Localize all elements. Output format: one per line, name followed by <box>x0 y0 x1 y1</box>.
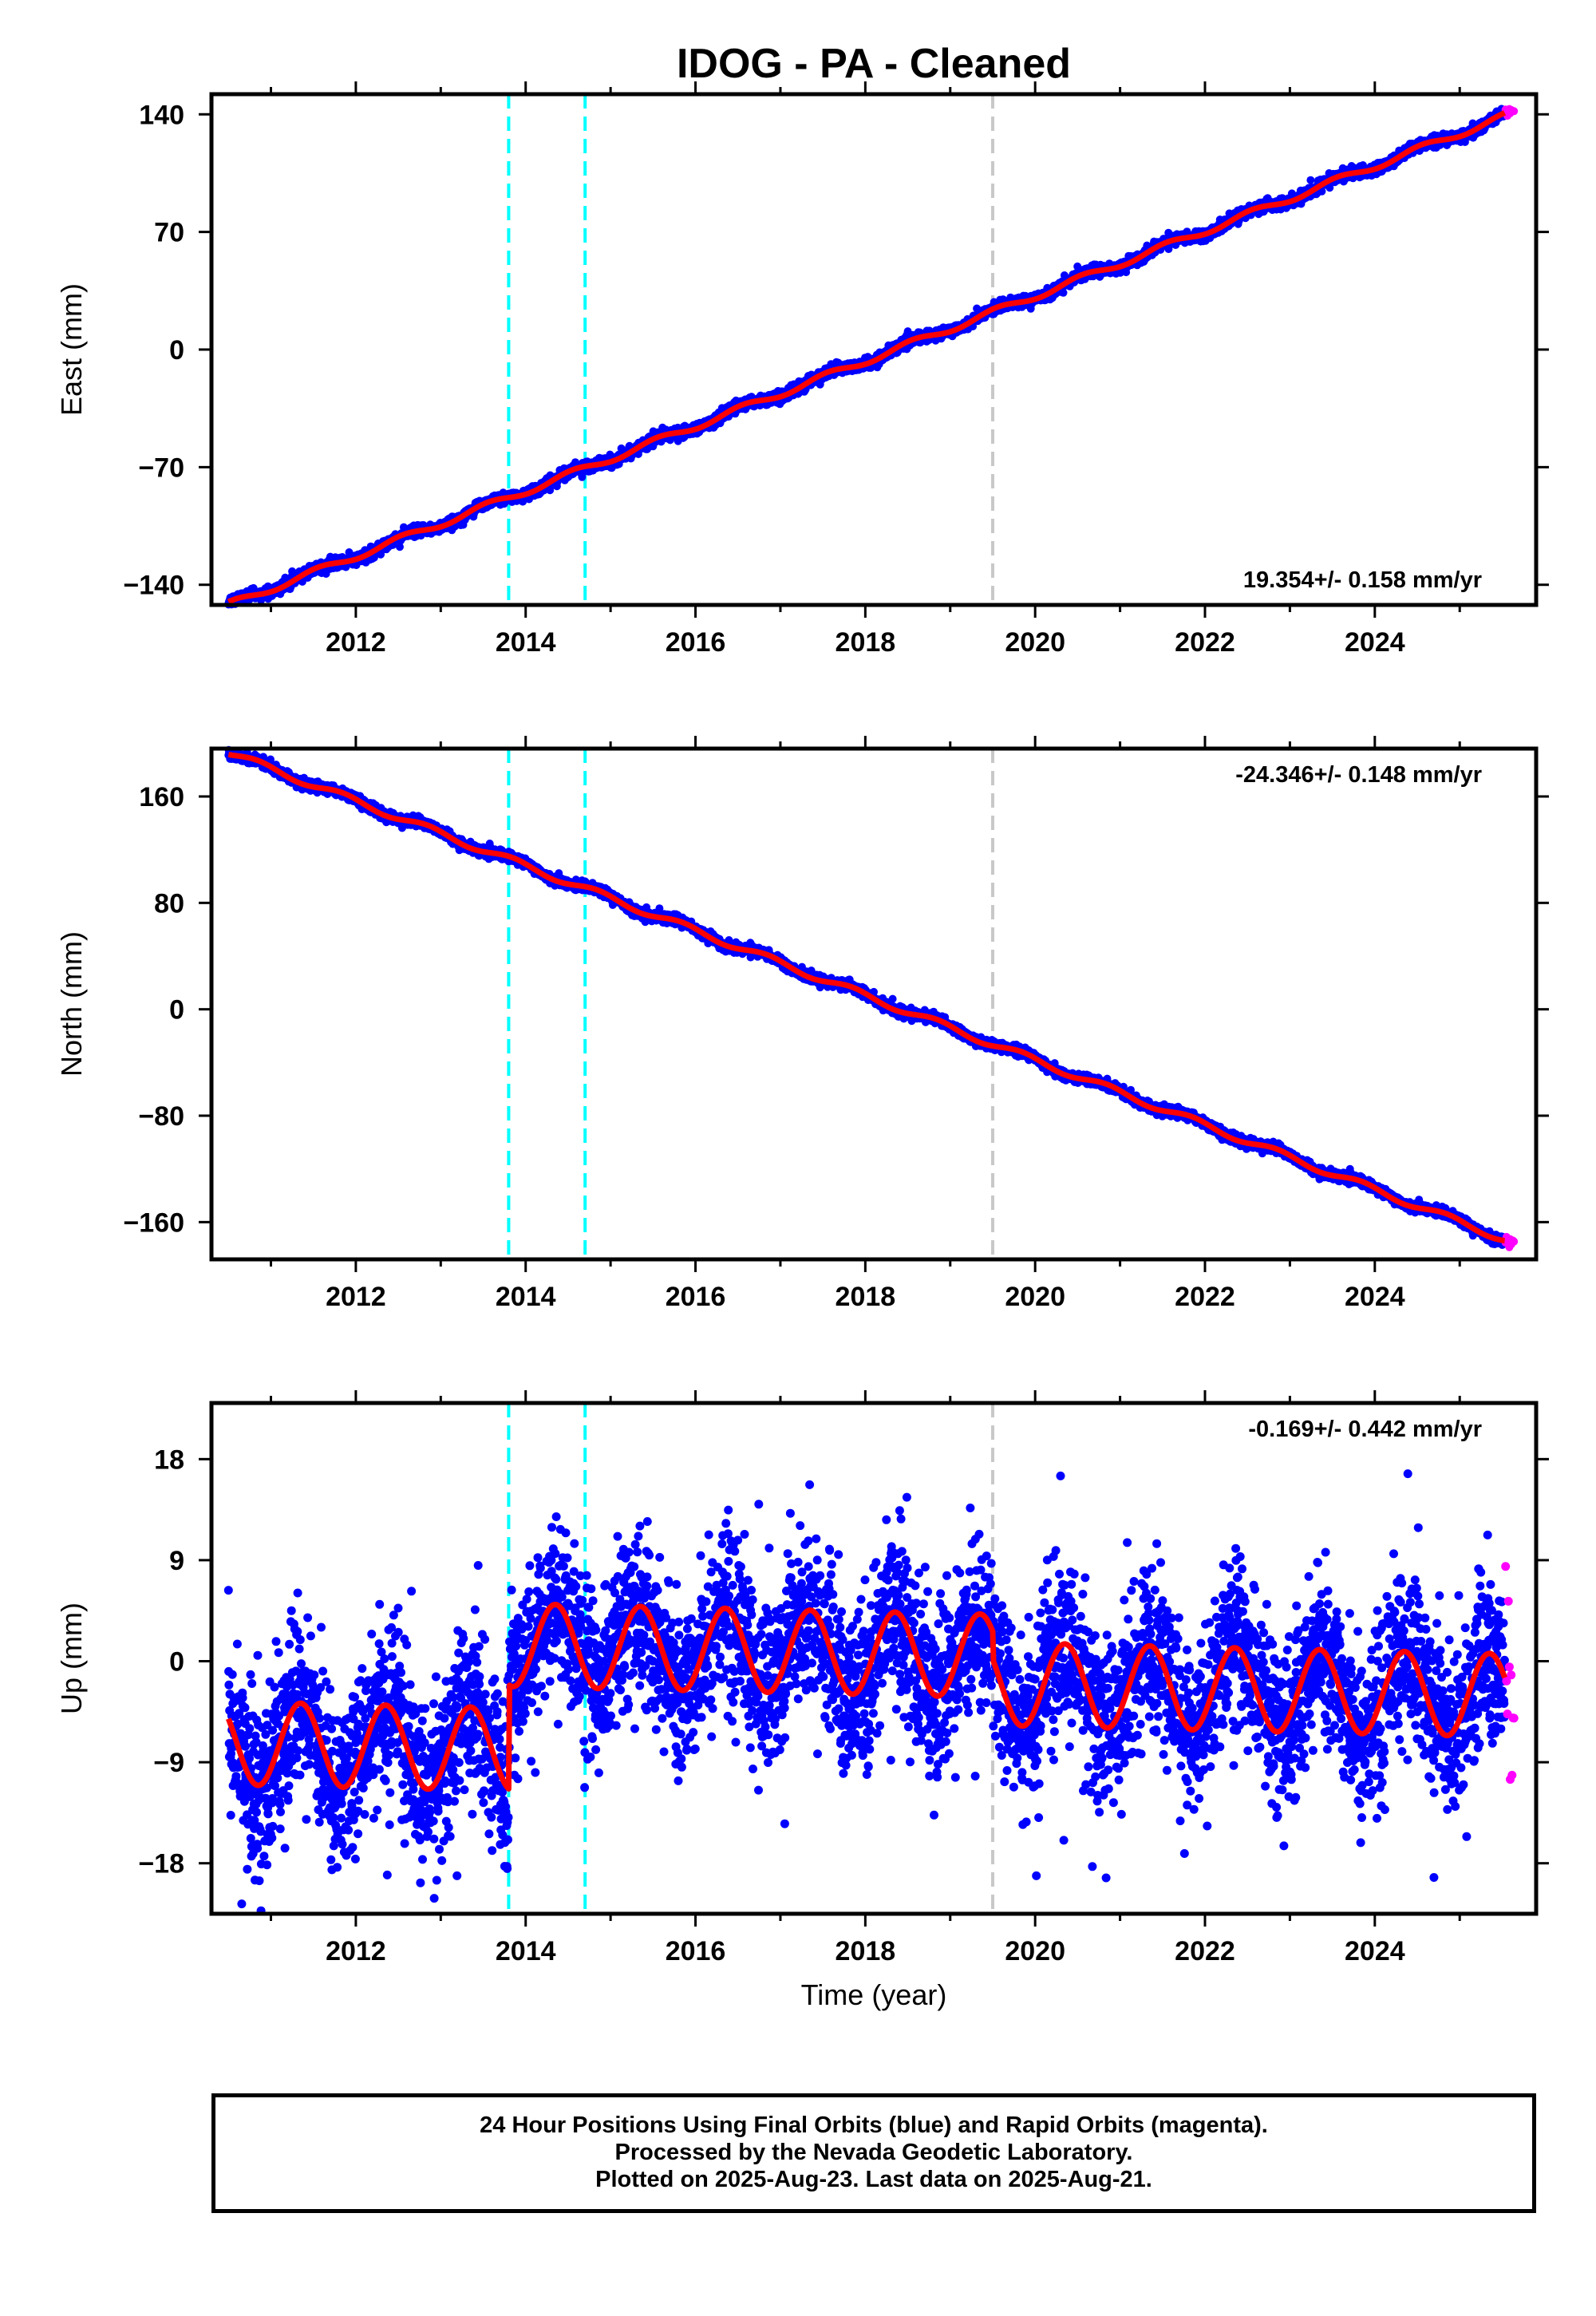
chart-title: IDOG - PA - Cleaned <box>677 41 1071 87</box>
panels-group: 2012 2014 2016 2018 2020 2022 2024−140−7007014… <box>55 81 1549 1966</box>
panel-east: 2012 2014 2016 2018 2020 2022 2024−140−7007014… <box>55 81 1549 658</box>
data-point-final <box>1306 176 1315 184</box>
data-point-final <box>1059 288 1068 297</box>
